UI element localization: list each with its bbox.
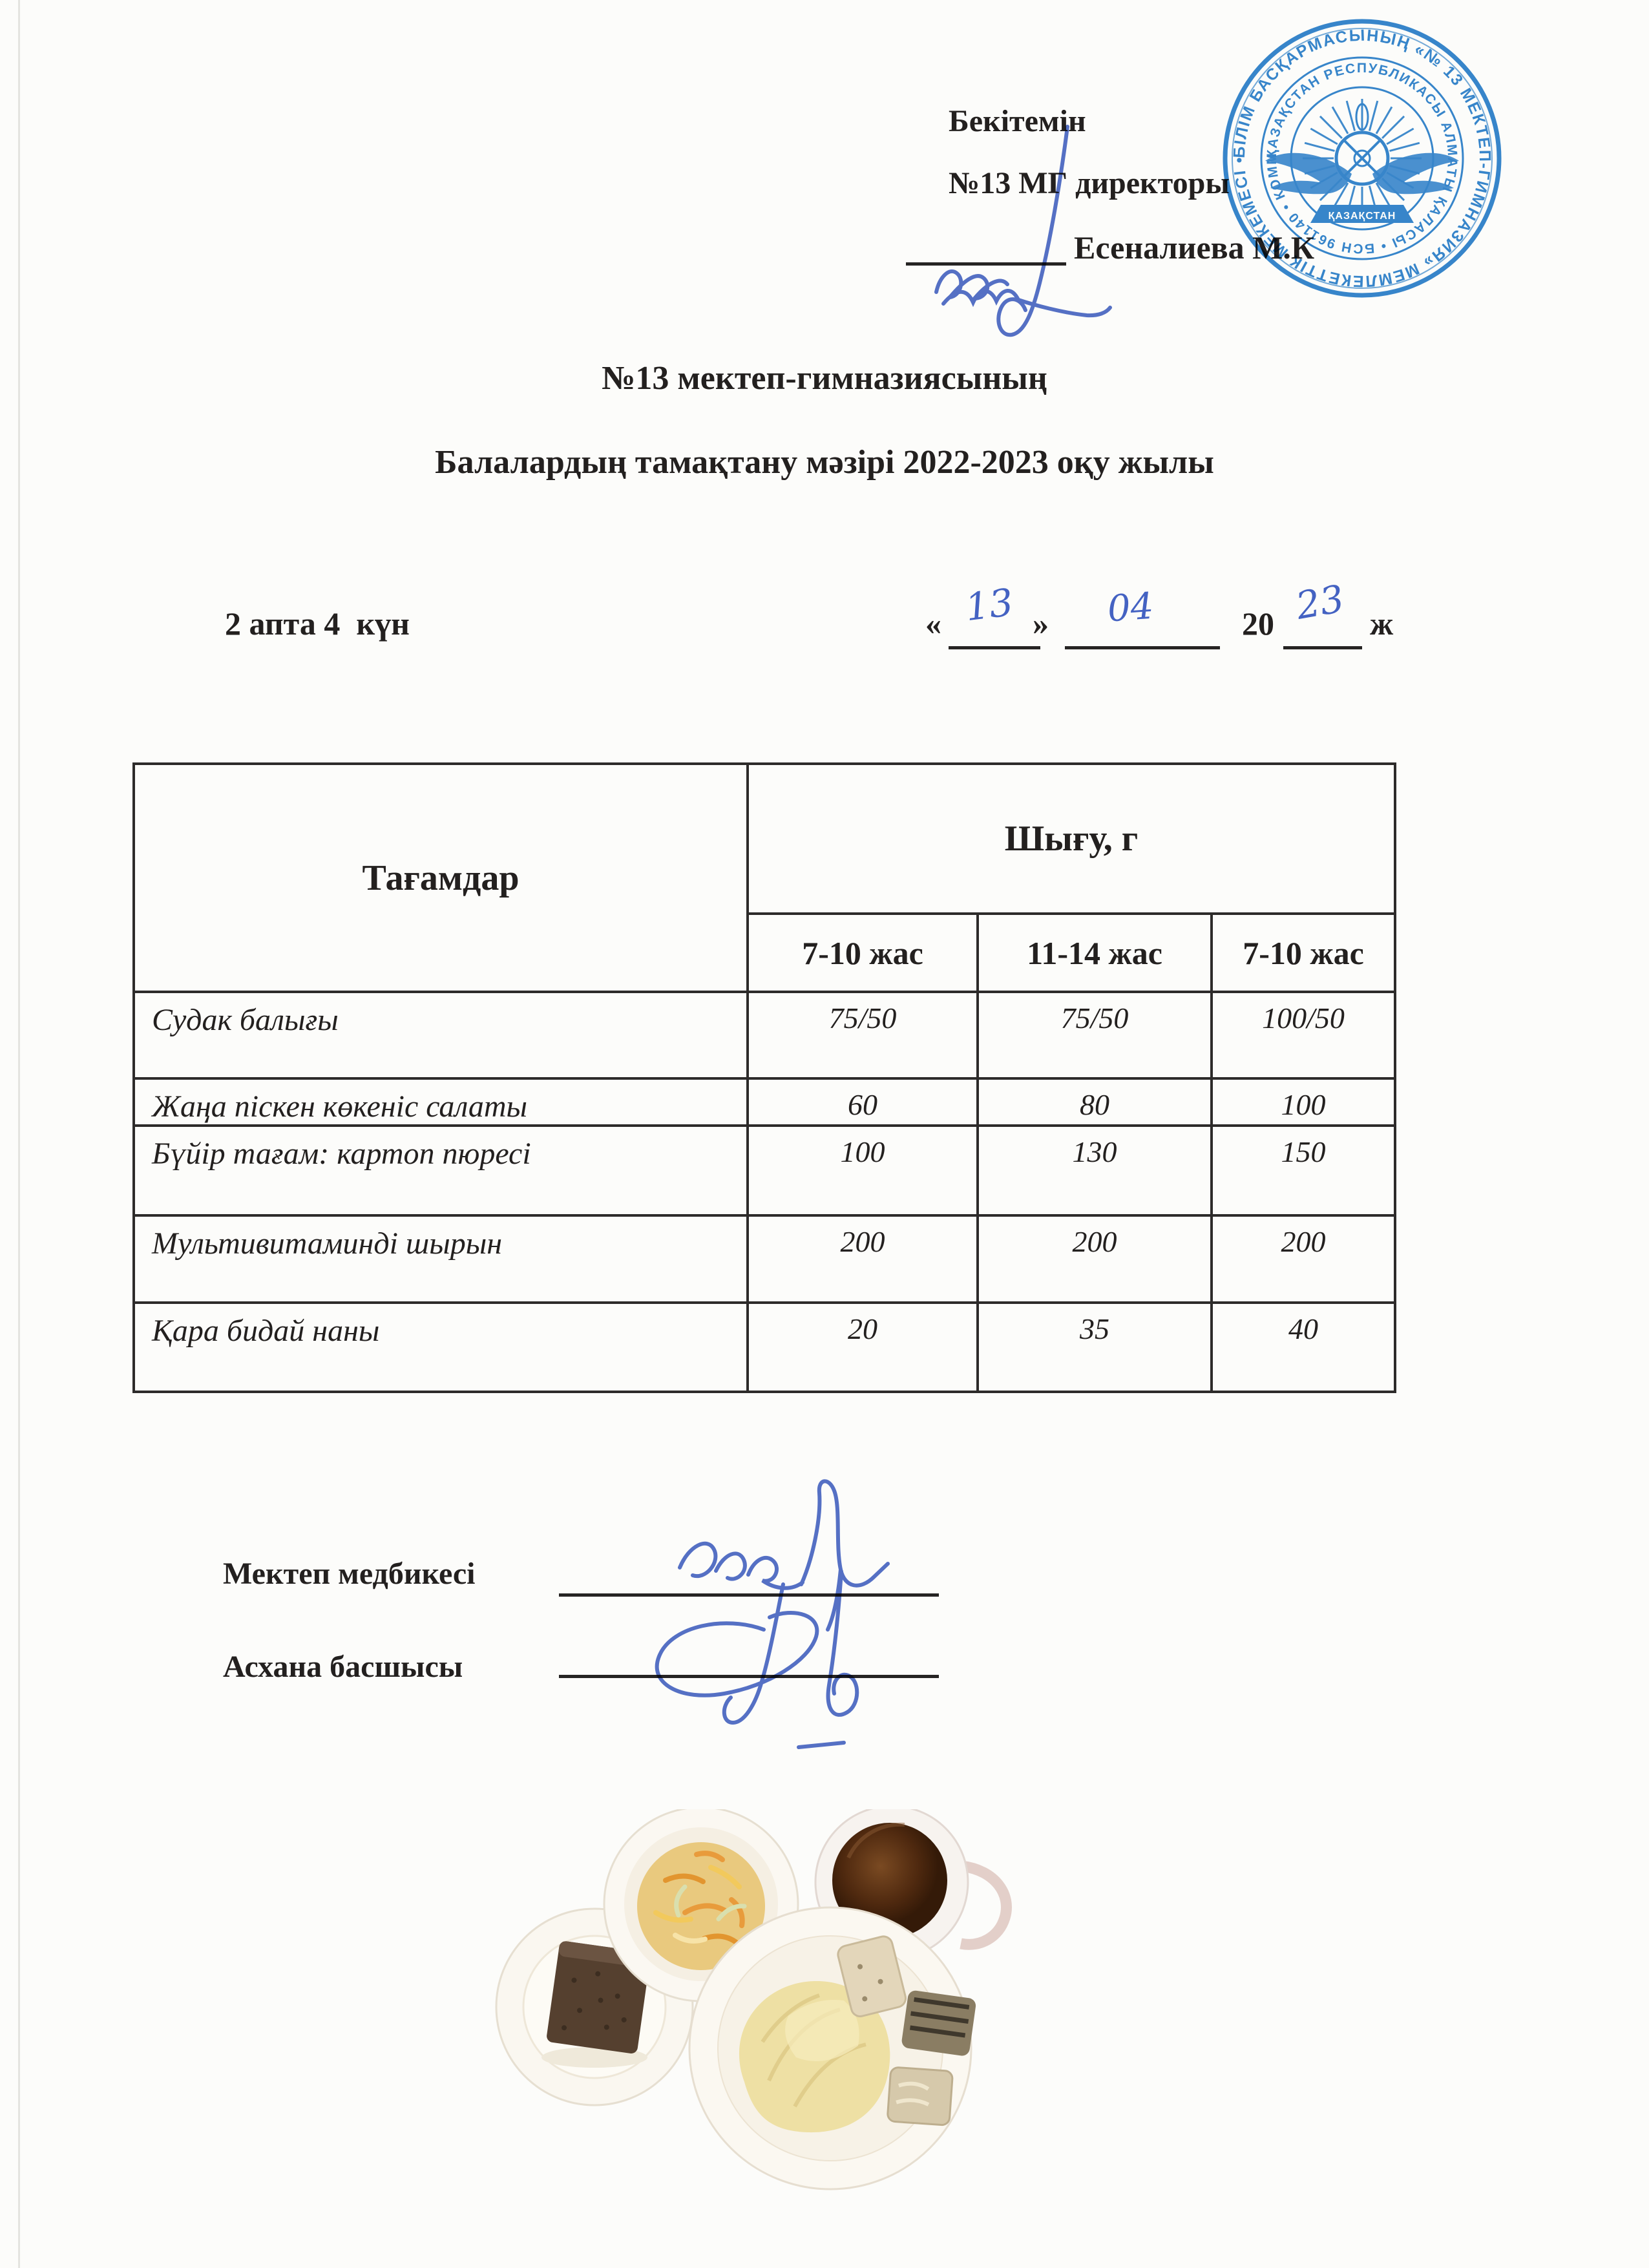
- table-row: Судак балығы 75/50 75/50 100/50: [132, 991, 1396, 1080]
- date-month-handwritten: 04: [1106, 585, 1155, 631]
- portion-value-cell: 200: [976, 1214, 1213, 1304]
- portion-value-cell: 75/50: [976, 991, 1213, 1080]
- dish-name-cell: Жаңа піскен көкеніс салаты: [132, 1077, 749, 1127]
- date-year-line: [1283, 607, 1362, 649]
- table-header-row: Тағамдар Шығу, г: [132, 762, 1396, 993]
- date-day-handwritten: 13: [963, 580, 1016, 630]
- canteen-signature-line: [559, 1633, 939, 1678]
- dish-name-cell: Қара бидай наны: [132, 1301, 749, 1393]
- table-row: Жаңа піскен көкеніс салаты 60 80 100: [132, 1077, 1396, 1127]
- director-label: №13 МГ директоры: [949, 166, 1230, 200]
- portion-value-cell: 80: [976, 1077, 1213, 1127]
- scan-edge-line: [18, 0, 20, 2268]
- portion-value-cell: 200: [1210, 1214, 1396, 1304]
- portion-value-cell: 20: [746, 1301, 979, 1393]
- age-header-3: 7-10 жас: [1210, 912, 1396, 993]
- age-header-2: 11-14 жас: [976, 912, 1213, 993]
- approval-label: Бекітемін: [949, 104, 1086, 138]
- table-row: Қара бидай наны 20 35 40: [132, 1301, 1396, 1393]
- date-quote-close: »: [1033, 605, 1049, 642]
- portion-value-cell: 100/50: [1210, 991, 1396, 1080]
- nurse-label: Мектеп медбикесі: [223, 1557, 476, 1591]
- date-quote-open: «: [925, 605, 941, 642]
- portion-value-cell: 75/50: [746, 991, 979, 1080]
- director-signature-line: [906, 227, 1066, 266]
- dishes-column-header: Тағамдар: [132, 762, 749, 993]
- age-header-1: 7-10 жас: [746, 912, 979, 993]
- emblem-shanyrak: [1334, 103, 1390, 186]
- date-year-prefix: 20: [1242, 605, 1274, 642]
- portion-value-cell: 35: [976, 1301, 1213, 1393]
- table-row: Мультивитаминді шырын 200 200 200: [132, 1214, 1396, 1304]
- portion-value-cell: 60: [746, 1077, 979, 1127]
- portion-value-cell: 200: [746, 1214, 979, 1304]
- emblem-banner: ҚАЗАҚСТАН: [1310, 205, 1414, 223]
- output-column-header: Шығу, г: [746, 762, 1396, 915]
- portion-value-cell: 100: [1210, 1077, 1396, 1127]
- food-photo: [495, 1809, 1012, 2190]
- portion-value-cell: 100: [746, 1124, 979, 1217]
- week-day-label: 2 апта 4 күн: [225, 605, 410, 642]
- dish-name-cell: Судак балығы: [132, 991, 749, 1080]
- canteen-label: Асхана басшысы: [223, 1650, 463, 1684]
- table-row: Бүйір тағам: картоп пюресі 100 130 150: [132, 1124, 1396, 1217]
- fish-piece-3: [887, 2066, 954, 2126]
- director-name: Есеналиева М.К: [1074, 229, 1315, 266]
- official-round-stamp: БІЛІМ БАСҚАРМАСЫНЫҢ «№ 13 МЕКТЕП-ГИМНАЗИ…: [1223, 19, 1502, 298]
- dish-name-cell: Бүйір тағам: картоп пюресі: [132, 1124, 749, 1217]
- emblem-wings: [1265, 152, 1459, 194]
- dish-name-cell: Мультивитаминді шырын: [132, 1214, 749, 1304]
- portion-value-cell: 130: [976, 1124, 1213, 1217]
- table-subheader-row: 7-10 жас 11-14 жас 7-10 жас: [134, 912, 1396, 993]
- date-day-line: [949, 607, 1040, 649]
- date-year-handwritten: 23: [1292, 576, 1348, 628]
- main-plate: [688, 1906, 976, 2190]
- nurse-signature-line: [559, 1552, 939, 1597]
- fish-piece-1: [837, 1935, 907, 2017]
- date-month-line: [1065, 607, 1220, 649]
- title-line2: Балалардың тамақтану мәзірі 2022-2023 оқ…: [435, 444, 1214, 481]
- title-line1: №13 мектеп-гимназиясының: [602, 360, 1047, 397]
- portion-value-cell: 40: [1210, 1301, 1396, 1393]
- date-year-suffix: ж: [1370, 605, 1394, 642]
- menu-table: Тағамдар Шығу, г 7-10 жас 11-14 жас 7-10…: [132, 762, 1396, 1393]
- fish-piece-2: [901, 1990, 976, 2056]
- portion-value-cell: 150: [1210, 1124, 1396, 1217]
- stamp-banner-text: ҚАЗАҚСТАН: [1329, 211, 1396, 222]
